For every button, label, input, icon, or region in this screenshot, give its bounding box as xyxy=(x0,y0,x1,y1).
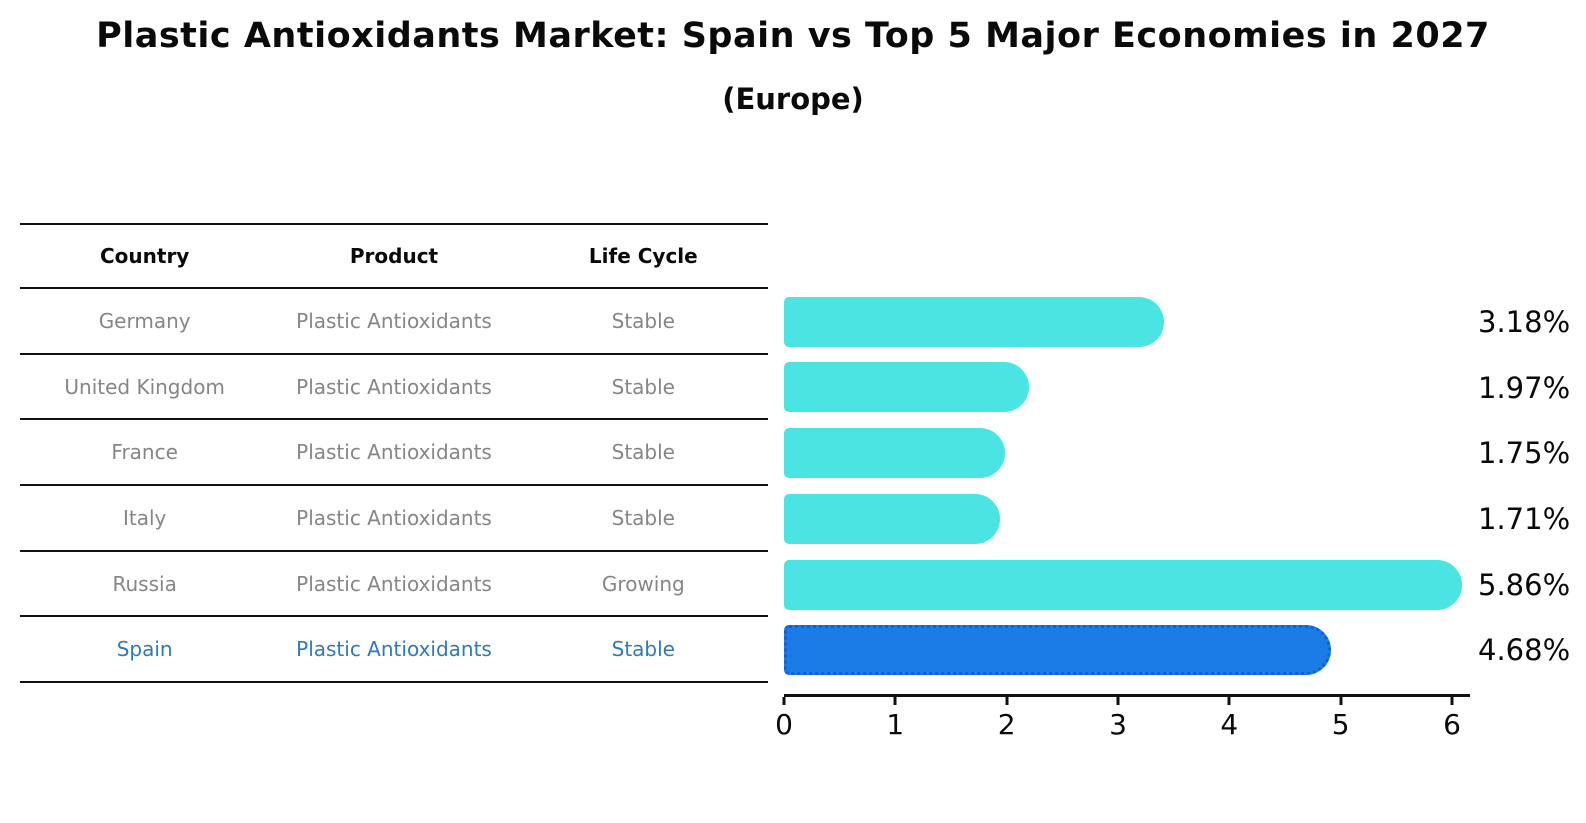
bar-row-italy: 1.71% xyxy=(784,486,1586,552)
x-axis: 0 1 2 3 4 5 6 xyxy=(775,694,1586,764)
product-cell: Plastic Antioxidants xyxy=(296,571,492,596)
bar-row-united-kingdom: 1.97% xyxy=(784,355,1586,421)
product-cell: Plastic Antioxidants xyxy=(296,374,492,399)
x-axis-tick xyxy=(1450,697,1454,705)
table-row: Russia Plastic Antioxidants Growing xyxy=(20,552,768,618)
x-axis-tick-label: 4 xyxy=(1220,708,1239,741)
product-cell: Plastic Antioxidants xyxy=(296,308,492,333)
bar-row-spain: 4.68% xyxy=(784,618,1586,684)
table-row: Spain Plastic Antioxidants Stable xyxy=(20,617,768,684)
value-label: 4.68% xyxy=(1478,633,1571,668)
life-cycle-cell: Stable xyxy=(611,308,675,333)
page-title: Plastic Antioxidants Market: Spain vs To… xyxy=(96,16,1490,56)
table-body: Germany Plastic Antioxidants Stable United … xyxy=(20,289,768,684)
table-row: Germany Plastic Antioxidants Stable xyxy=(20,289,768,355)
country-table: Country Product Life Cycle Germany Plasti… xyxy=(20,223,768,684)
value-label: 1.75% xyxy=(1478,436,1571,471)
bar-italy xyxy=(784,493,1001,544)
column-header-life-cycle: Life Cycle xyxy=(588,244,698,268)
x-axis-tick-label: 2 xyxy=(997,708,1016,741)
bar-row-germany: 3.18% xyxy=(784,289,1586,355)
x-axis-line xyxy=(784,694,1470,697)
country-cell: France xyxy=(111,440,178,465)
life-cycle-cell: Growing xyxy=(601,571,685,596)
life-cycle-cell: Stable xyxy=(611,440,675,465)
bar-germany xyxy=(784,296,1165,347)
table-header-row: Country Product Life Cycle xyxy=(20,223,768,289)
value-label: 1.97% xyxy=(1478,370,1571,405)
product-cell: Plastic Antioxidants xyxy=(296,505,492,530)
bar-plot-area: 3.18% 1.97% 1.75% 1.71% 5.86% 4.68% xyxy=(784,289,1586,683)
x-axis-tick-label: 3 xyxy=(1109,708,1127,741)
column-header-country: Country xyxy=(99,244,190,268)
x-axis-tick xyxy=(1227,697,1231,705)
country-cell: Germany xyxy=(98,308,191,333)
bar-russia xyxy=(784,559,1463,610)
life-cycle-cell: Stable xyxy=(611,637,675,662)
value-label: 1.71% xyxy=(1478,501,1571,536)
product-cell: Plastic Antioxidants xyxy=(296,637,492,662)
highlighted-bar-spain xyxy=(784,625,1332,676)
life-cycle-cell: Stable xyxy=(611,505,675,530)
country-cell: Italy xyxy=(122,505,167,530)
country-cell: United Kingdom xyxy=(64,374,225,399)
page-subtitle: (Europe) xyxy=(722,82,864,116)
bar-row-russia: 5.86% xyxy=(784,552,1586,618)
x-axis-tick-label: 0 xyxy=(775,708,793,741)
country-cell: Russia xyxy=(112,571,177,596)
x-axis-tick-label: 5 xyxy=(1331,708,1350,741)
table-row: France Plastic Antioxidants Stable xyxy=(20,420,768,487)
life-cycle-cell: Stable xyxy=(611,374,675,399)
table-row: Italy Plastic Antioxidants Stable xyxy=(20,486,768,552)
x-axis-tick xyxy=(782,697,786,705)
x-axis-tick-label: 1 xyxy=(886,708,905,741)
country-cell: Spain xyxy=(116,637,173,662)
x-axis-tick xyxy=(893,697,897,705)
value-label: 5.86% xyxy=(1478,567,1571,602)
x-axis-tick xyxy=(1005,697,1009,705)
bar-united-kingdom xyxy=(784,362,1030,413)
bar-row-france: 1.75% xyxy=(784,420,1586,486)
bar-france xyxy=(784,428,1005,479)
product-cell: Plastic Antioxidants xyxy=(296,440,492,465)
column-header-product: Product xyxy=(349,244,439,268)
value-label: 3.18% xyxy=(1478,304,1571,339)
x-axis-tick xyxy=(1339,697,1343,705)
x-axis-tick-label: 6 xyxy=(1443,708,1461,741)
table-row: United Kingdom Plastic Antioxidants Stable xyxy=(20,355,768,421)
x-axis-tick xyxy=(1116,697,1120,705)
